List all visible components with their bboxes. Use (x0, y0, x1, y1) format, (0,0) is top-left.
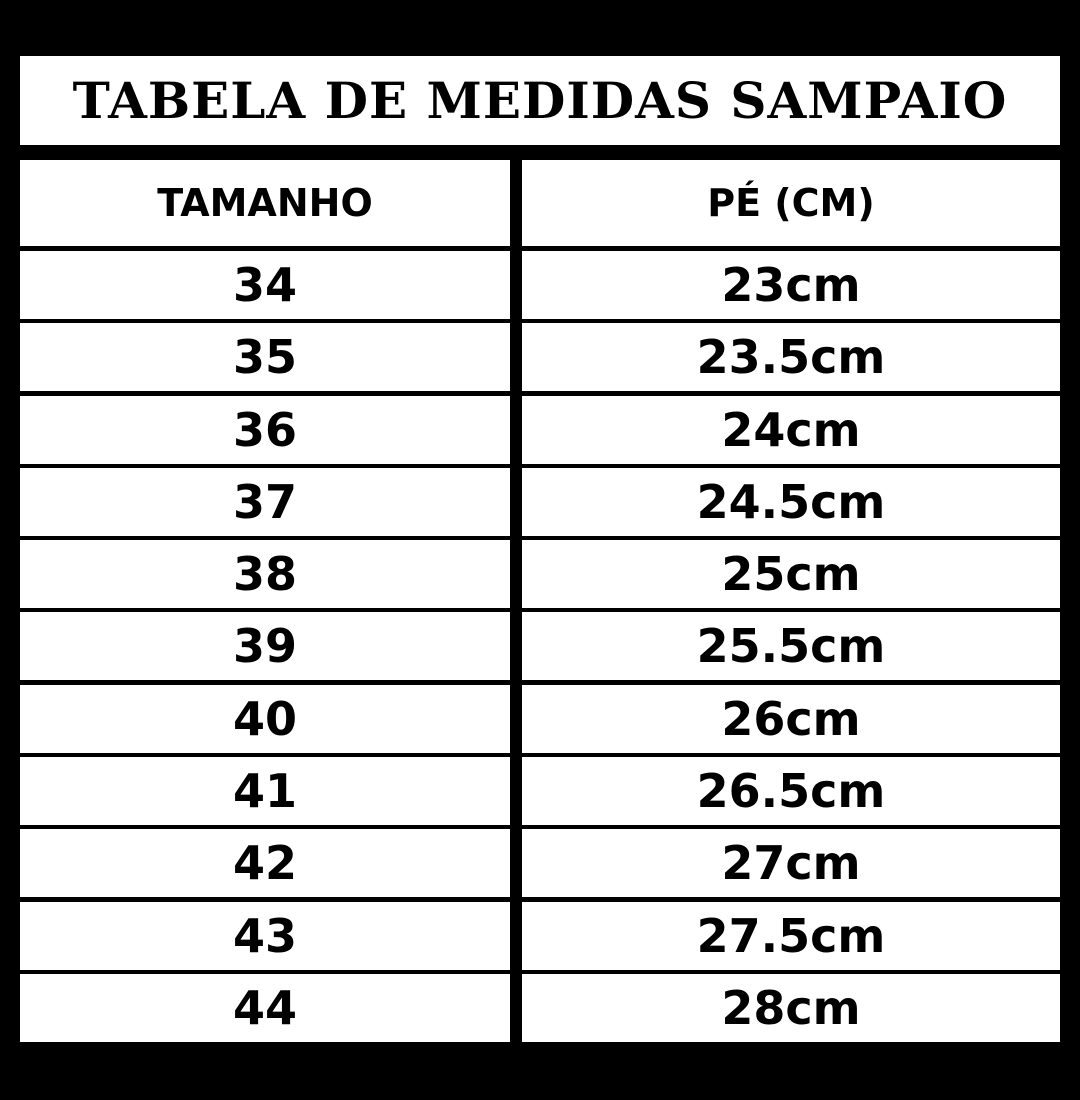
table-row: 36 24cm (20, 395, 1060, 464)
table-header: TAMANHO PÉ (CM) (20, 160, 1060, 246)
size-cell: 42 (20, 829, 510, 898)
foot-length-cell: 26.5cm (522, 757, 1060, 826)
size-table: TAMANHO PÉ (CM) 34 23cm 35 23.5cm 36 24cm 37 24… (20, 160, 1060, 1046)
column-header-foot-length: PÉ (CM) (522, 160, 1060, 246)
foot-length-cell: 26cm (522, 684, 1060, 753)
table-row: 44 28cm (20, 973, 1060, 1042)
size-cell: 38 (20, 540, 510, 609)
table-row: 34 23cm (20, 251, 1060, 319)
size-cell: 35 (20, 323, 510, 392)
size-cell: 34 (20, 251, 510, 319)
foot-length-cell: 28cm (522, 973, 1060, 1042)
size-cell: 44 (20, 973, 510, 1042)
foot-length-cell: 25cm (522, 540, 1060, 609)
table-row: 35 23.5cm (20, 323, 1060, 392)
table-row: 41 26.5cm (20, 757, 1060, 826)
column-header-size: TAMANHO (20, 160, 510, 246)
size-cell: 41 (20, 757, 510, 826)
foot-length-cell: 24cm (522, 395, 1060, 464)
table-row: 42 27cm (20, 829, 1060, 898)
page-title: TABELA DE MEDIDAS SAMPAIO (20, 56, 1060, 145)
foot-length-cell: 23.5cm (522, 323, 1060, 392)
foot-length-cell: 25.5cm (522, 612, 1060, 681)
table-row: 43 27.5cm (20, 901, 1060, 970)
foot-length-cell: 27.5cm (522, 901, 1060, 970)
size-cell: 37 (20, 467, 510, 536)
table-row: 39 25.5cm (20, 612, 1060, 681)
size-cell: 39 (20, 612, 510, 681)
table-row: 38 25cm (20, 540, 1060, 609)
foot-length-cell: 23cm (522, 251, 1060, 319)
size-cell: 36 (20, 395, 510, 464)
table-row: 37 24.5cm (20, 467, 1060, 536)
size-cell: 40 (20, 684, 510, 753)
table-row: 40 26cm (20, 684, 1060, 753)
foot-length-cell: 27cm (522, 829, 1060, 898)
size-cell: 43 (20, 901, 510, 970)
foot-length-cell: 24.5cm (522, 467, 1060, 536)
